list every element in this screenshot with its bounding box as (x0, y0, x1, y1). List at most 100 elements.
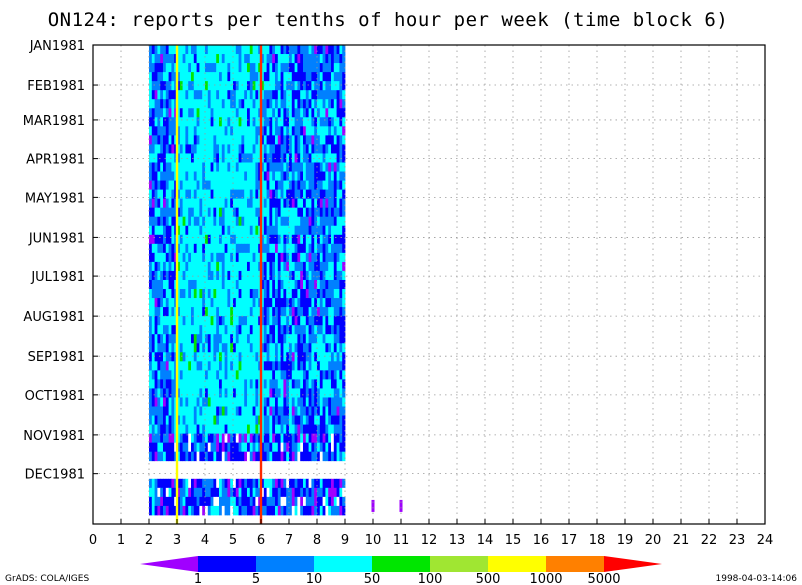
heatmap-cell (272, 487, 276, 498)
heatmap-cell (339, 54, 343, 64)
heatmap-cell (314, 451, 318, 462)
heatmap-cell (280, 99, 284, 109)
heatmap-cell (319, 370, 323, 380)
heatmap-cell (210, 361, 214, 371)
heatmap-cell (269, 307, 273, 317)
heatmap-cell (188, 334, 192, 344)
heatmap-cell (336, 216, 340, 227)
heatmap-cell (289, 433, 293, 444)
heatmap-cell (300, 316, 304, 326)
heatmap-cell (280, 415, 284, 425)
heatmap-cell (157, 343, 161, 353)
heatmap-cell (308, 442, 312, 453)
heatmap-cell (238, 478, 242, 489)
heatmap-cell (325, 406, 329, 416)
heatmap-cell (185, 307, 189, 317)
heatmap-cell (255, 144, 259, 154)
heatmap-cell (303, 72, 307, 82)
heatmap-cell (269, 216, 273, 227)
heatmap-cell (168, 198, 172, 209)
heatmap-cell (202, 117, 206, 127)
heatmap-cell (294, 505, 298, 516)
heatmap-cell (336, 162, 340, 172)
heatmap-cell (261, 153, 265, 163)
heatmap-cell (289, 388, 293, 398)
heatmap-cell (177, 72, 181, 82)
heatmap-cell (300, 198, 304, 209)
heatmap-cell (168, 216, 172, 227)
heatmap-cell (308, 307, 312, 317)
heatmap-cell (230, 406, 234, 416)
heatmap-cell (286, 388, 290, 398)
heatmap-cell (305, 126, 309, 136)
heatmap-cell (157, 180, 161, 191)
heatmap-cell (275, 279, 279, 290)
heatmap-cell (219, 415, 223, 425)
heatmap-cell (277, 216, 281, 227)
heatmap-cell (227, 298, 231, 308)
heatmap-cell (244, 379, 248, 389)
heatmap-cell (182, 270, 186, 281)
heatmap-cell (300, 442, 304, 453)
heatmap-cell (289, 243, 293, 254)
heatmap-cell (308, 397, 312, 407)
heatmap-cell (244, 72, 248, 82)
heatmap-cell (325, 54, 329, 64)
heatmap-cell (331, 216, 335, 227)
heatmap-cell (154, 171, 158, 181)
heatmap-cell (314, 81, 318, 91)
heatmap-cell (342, 234, 346, 245)
heatmap-cell (224, 216, 228, 227)
heatmap-cell (163, 135, 167, 145)
heatmap-cell (331, 433, 335, 444)
heatmap-cell (202, 478, 206, 489)
heatmap-cell (331, 505, 335, 516)
heatmap-cell (294, 135, 298, 145)
heatmap-cell (185, 135, 189, 145)
heatmap-cell (171, 171, 175, 181)
heatmap-cell (238, 370, 242, 380)
heatmap-cell (303, 343, 307, 353)
heatmap-cell (227, 424, 231, 435)
heatmap-cell (275, 325, 279, 335)
heatmap-cell (179, 180, 183, 191)
heatmap-cell (249, 99, 253, 109)
heatmap-cell (255, 198, 259, 209)
heatmap-cell (213, 216, 217, 227)
heatmap-cell (219, 72, 223, 82)
heatmap-cell (207, 442, 211, 453)
heatmap-cell (275, 108, 279, 118)
heatmap-cell (216, 496, 220, 507)
heatmap-cell (291, 126, 295, 136)
heatmap-cell (289, 487, 293, 498)
heatmap-cell (188, 99, 192, 109)
y-tick-label: JAN1981 (29, 39, 85, 54)
heatmap-cell (339, 135, 343, 145)
heatmap-cell (305, 225, 309, 236)
y-axis: JAN1981FEB1981MAR1981APR1981MAY1981JUN19… (23, 39, 98, 483)
heatmap-cell (291, 216, 295, 227)
heatmap-cell (171, 442, 175, 453)
heatmap-cell (196, 415, 200, 425)
heatmap-cell (205, 252, 209, 263)
heatmap-cell (305, 298, 309, 308)
heatmap-cell (328, 126, 332, 136)
heatmap-cell (207, 198, 211, 209)
heatmap-cell (179, 352, 183, 362)
y-tick-label: APR1981 (26, 153, 85, 168)
heatmap-cell (227, 135, 231, 145)
heatmap-cell (263, 243, 267, 254)
heatmap-cell (224, 352, 228, 362)
heatmap-cell (157, 135, 161, 145)
heatmap-cell (182, 135, 186, 145)
heatmap-cell (342, 478, 346, 489)
heatmap-cell (163, 270, 167, 281)
heatmap-cell (325, 496, 329, 507)
heatmap-cell (331, 298, 335, 308)
heatmap-cell (247, 162, 251, 172)
heatmap-cell (297, 72, 301, 82)
heatmap-cell (247, 298, 251, 308)
heatmap-cell (261, 189, 265, 200)
heatmap-cell (149, 108, 153, 118)
heatmap-cell (154, 99, 158, 109)
